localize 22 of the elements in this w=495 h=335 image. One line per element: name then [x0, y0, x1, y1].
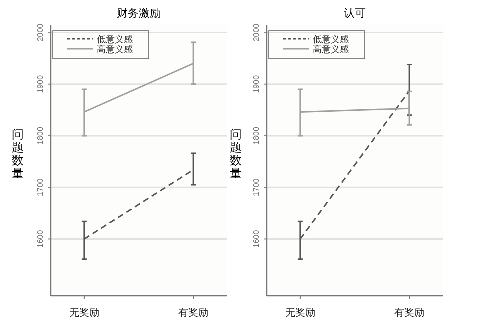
legend-label: 高意义感	[97, 44, 133, 54]
legend-label: 低意义感	[97, 34, 133, 44]
y-tick-label: 1700	[252, 178, 261, 196]
x-tick-label: 有奖励	[178, 307, 209, 319]
y-tick-label: 1600	[36, 230, 45, 248]
x-tick-label: 无奖励	[69, 307, 100, 319]
x-tick-label: 无奖励	[285, 307, 316, 319]
chart-title: 认可	[344, 8, 366, 20]
y-tick-label: 1900	[252, 74, 261, 94]
y-tick-label: 2000	[36, 23, 45, 42]
y-tick-label: 2000	[252, 23, 261, 42]
legend-label: 低意义感	[313, 34, 349, 44]
y-tick-label: 1800	[36, 126, 45, 145]
y-tick-label: 1700	[36, 178, 45, 196]
y-tick-label: 1600	[252, 230, 261, 248]
y-tick-label: 1900	[36, 74, 45, 94]
legend-label: 高意义感	[313, 44, 349, 54]
y-axis-title: 问题数量	[230, 128, 242, 180]
y-tick-label: 1800	[252, 126, 261, 145]
y-axis-title: 问题数量	[12, 128, 24, 180]
x-tick-label: 有奖励	[394, 307, 425, 319]
chart-title: 财务激励	[117, 7, 161, 20]
